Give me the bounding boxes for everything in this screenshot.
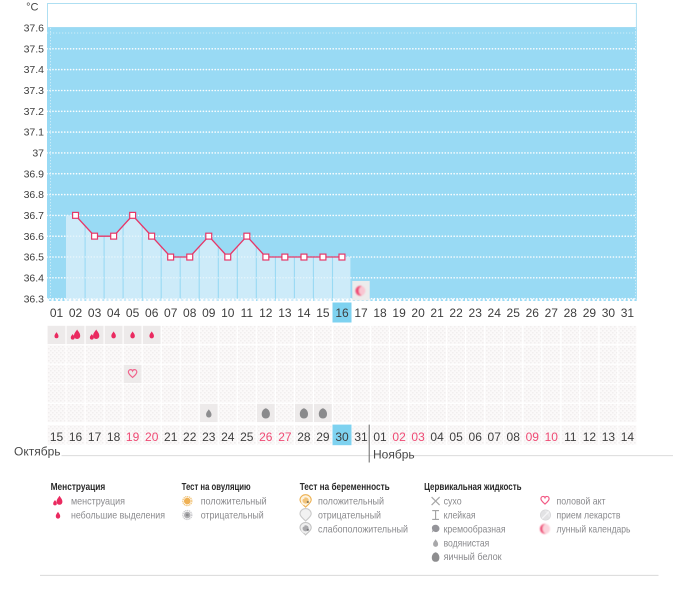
svg-text:21: 21	[164, 430, 178, 444]
svg-text:07: 07	[488, 430, 502, 444]
svg-text:менструация: менструация	[71, 497, 125, 508]
svg-text:03: 03	[88, 306, 102, 320]
svg-text:слабоположительный: слабоположительный	[318, 523, 408, 535]
svg-text:22: 22	[183, 430, 197, 444]
svg-text:36.4: 36.4	[24, 272, 45, 284]
svg-text:06: 06	[469, 430, 483, 444]
svg-text:01: 01	[50, 306, 64, 320]
svg-text:37.6: 37.6	[24, 23, 45, 35]
svg-text:10: 10	[221, 306, 235, 320]
svg-text:сухо: сухо	[444, 497, 462, 508]
svg-text:17: 17	[354, 306, 368, 320]
svg-text:23: 23	[469, 306, 483, 320]
svg-text:Октябрь: Октябрь	[14, 445, 61, 459]
svg-text:27: 27	[545, 306, 559, 320]
svg-text:11: 11	[241, 306, 254, 320]
svg-text:Тест на овуляцию: Тест на овуляцию	[182, 482, 251, 493]
svg-text:10: 10	[545, 430, 559, 444]
svg-text:14: 14	[621, 430, 635, 444]
svg-text:36.5: 36.5	[24, 252, 45, 264]
svg-text:36.6: 36.6	[24, 231, 45, 243]
svg-text:08: 08	[507, 430, 521, 444]
svg-text:25: 25	[240, 430, 254, 444]
svg-text:12: 12	[583, 430, 597, 444]
svg-text:30: 30	[602, 306, 616, 320]
svg-text:37.1: 37.1	[24, 127, 45, 139]
svg-text:кремообразная: кремообразная	[444, 523, 506, 535]
svg-text:04: 04	[107, 306, 121, 320]
svg-text:Ноябрь: Ноябрь	[373, 448, 415, 462]
svg-text:02: 02	[69, 306, 83, 320]
svg-text:08: 08	[183, 306, 197, 320]
svg-text:прием лекарств: прием лекарств	[557, 511, 621, 522]
svg-text:18: 18	[107, 430, 121, 444]
svg-text:37.4: 37.4	[24, 64, 45, 76]
svg-text:36.8: 36.8	[24, 189, 45, 201]
svg-text:04: 04	[430, 430, 444, 444]
svg-text:24: 24	[221, 430, 235, 444]
svg-text:Менструация: Менструация	[51, 482, 106, 493]
svg-text:лунный календарь: лунный календарь	[557, 524, 631, 535]
svg-text:положительный: положительный	[318, 497, 384, 508]
svg-text:°C: °C	[26, 2, 38, 14]
svg-text:18: 18	[373, 306, 387, 320]
svg-text:23: 23	[202, 430, 216, 444]
svg-text:36.9: 36.9	[24, 168, 45, 180]
svg-text:05: 05	[449, 430, 463, 444]
svg-text:03: 03	[411, 430, 425, 444]
svg-text:25: 25	[507, 306, 521, 320]
svg-text:37.5: 37.5	[24, 43, 45, 55]
svg-text:31: 31	[354, 430, 368, 444]
svg-text:отрицательный: отрицательный	[318, 511, 381, 522]
svg-text:05: 05	[126, 306, 140, 320]
svg-text:36.7: 36.7	[24, 210, 45, 222]
svg-text:половой акт: половой акт	[557, 497, 606, 508]
svg-text:28: 28	[564, 306, 578, 320]
svg-text:37: 37	[32, 148, 44, 160]
svg-text:16: 16	[335, 306, 349, 320]
svg-text:28: 28	[297, 430, 311, 444]
svg-text:26: 26	[259, 430, 273, 444]
svg-text:09: 09	[202, 306, 216, 320]
svg-text:водянистая: водянистая	[444, 538, 490, 549]
svg-text:15: 15	[316, 306, 330, 320]
svg-text:19: 19	[126, 430, 140, 444]
svg-text:22: 22	[449, 306, 463, 320]
svg-text:небольшие выделения: небольшие выделения	[71, 510, 165, 522]
svg-text:02: 02	[392, 430, 406, 444]
svg-text:37.2: 37.2	[24, 106, 45, 118]
svg-text:15: 15	[50, 430, 64, 444]
svg-text:17: 17	[88, 430, 102, 444]
svg-text:01: 01	[373, 430, 387, 444]
svg-text:20: 20	[145, 430, 159, 444]
svg-text:13: 13	[602, 430, 616, 444]
svg-text:07: 07	[164, 306, 178, 320]
svg-text:14: 14	[297, 306, 311, 320]
svg-text:Цервикальная жидкость: Цервикальная жидкость	[424, 482, 521, 493]
svg-text:клейкая: клейкая	[444, 511, 476, 522]
svg-text:24: 24	[488, 306, 502, 320]
svg-text:27: 27	[278, 430, 292, 444]
svg-text:29: 29	[316, 430, 330, 444]
svg-text:12: 12	[259, 306, 273, 320]
svg-text:21: 21	[430, 306, 444, 320]
svg-text:20: 20	[411, 306, 425, 320]
svg-text:31: 31	[621, 306, 635, 320]
svg-text:29: 29	[583, 306, 597, 320]
svg-text:30: 30	[335, 430, 349, 444]
svg-text:положительный: положительный	[201, 497, 267, 508]
svg-text:19: 19	[392, 306, 406, 320]
svg-text:яичный белок: яичный белок	[444, 551, 502, 563]
svg-text:11: 11	[564, 430, 577, 444]
svg-text:37.3: 37.3	[24, 85, 45, 97]
svg-text:36.3: 36.3	[24, 293, 45, 305]
svg-text:09: 09	[526, 430, 540, 444]
svg-text:06: 06	[145, 306, 159, 320]
svg-text:Тест на беременность: Тест на беременность	[300, 481, 390, 493]
svg-text:16: 16	[69, 430, 83, 444]
svg-text:26: 26	[526, 306, 540, 320]
svg-text:отрицательный: отрицательный	[201, 511, 264, 522]
svg-text:13: 13	[278, 306, 292, 320]
